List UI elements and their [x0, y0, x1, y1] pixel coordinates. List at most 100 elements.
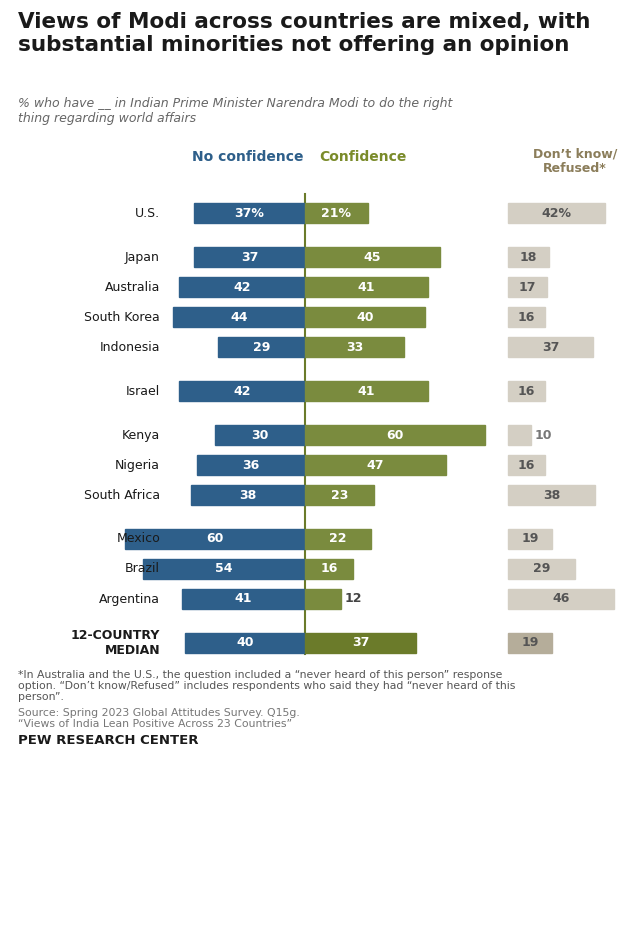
Bar	[305, 337, 404, 357]
Text: % who have __ in Indian Prime Minister Narendra Modi to do the right
thing regar: % who have __ in Indian Prime Minister N…	[18, 97, 452, 125]
Bar	[508, 529, 552, 549]
Text: PEW RESEARCH CENTER: PEW RESEARCH CENTER	[18, 734, 198, 747]
Bar	[305, 455, 446, 475]
Text: option. “Don’t know/Refused” includes respondents who said they had “never heard: option. “Don’t know/Refused” includes re…	[18, 681, 515, 691]
Bar	[508, 307, 545, 327]
Text: 10: 10	[535, 428, 552, 441]
Bar	[305, 529, 371, 549]
Bar	[305, 203, 368, 223]
Text: Mexico: Mexico	[116, 533, 160, 546]
Text: Nigeria: Nigeria	[115, 458, 160, 471]
Bar	[215, 425, 305, 445]
Text: 40: 40	[356, 311, 374, 324]
Text: 30: 30	[252, 428, 269, 441]
Bar	[194, 203, 305, 223]
Bar	[305, 425, 485, 445]
Text: person”.: person”.	[18, 692, 64, 702]
Bar	[508, 633, 552, 653]
Bar	[508, 247, 549, 267]
Text: South Africa: South Africa	[84, 488, 160, 502]
Text: No confidence: No confidence	[192, 150, 304, 164]
Bar	[185, 633, 305, 653]
Bar	[508, 485, 595, 505]
Bar	[305, 381, 428, 401]
Bar	[194, 247, 305, 267]
Text: Source: Spring 2023 Global Attitudes Survey. Q15g.: Source: Spring 2023 Global Attitudes Sur…	[18, 708, 300, 718]
Text: 29: 29	[253, 341, 270, 354]
Text: 40: 40	[236, 636, 253, 649]
Text: Brazil: Brazil	[125, 563, 160, 576]
Text: 37%: 37%	[235, 206, 264, 219]
Bar	[305, 247, 440, 267]
Bar	[125, 529, 305, 549]
Bar	[191, 485, 305, 505]
Text: 37: 37	[241, 250, 258, 263]
Text: U.S.: U.S.	[135, 206, 160, 219]
Text: Confidence: Confidence	[319, 150, 406, 164]
Text: “Views of India Lean Positive Across 23 Countries”: “Views of India Lean Positive Across 23 …	[18, 719, 292, 729]
Text: Indonesia: Indonesia	[99, 341, 160, 354]
Text: 38: 38	[239, 488, 257, 502]
Text: *In Australia and the U.S., the question included a “never heard of this person”: *In Australia and the U.S., the question…	[18, 670, 502, 680]
Bar	[508, 589, 614, 609]
Text: 42: 42	[233, 385, 251, 397]
Bar	[197, 455, 305, 475]
Text: 21%: 21%	[321, 206, 351, 219]
Text: 46: 46	[552, 593, 570, 605]
Bar	[305, 485, 374, 505]
Bar	[305, 559, 353, 579]
Bar	[508, 559, 575, 579]
Text: 37: 37	[352, 636, 369, 649]
Bar	[305, 633, 416, 653]
Bar	[508, 337, 593, 357]
Bar	[179, 277, 305, 297]
Text: 16: 16	[320, 563, 338, 576]
Text: Kenya: Kenya	[122, 428, 160, 441]
Bar	[305, 277, 428, 297]
Text: 18: 18	[520, 250, 538, 263]
Text: 42: 42	[233, 280, 251, 294]
Text: 16: 16	[518, 458, 535, 471]
Text: Australia: Australia	[104, 280, 160, 294]
Text: 54: 54	[215, 563, 233, 576]
Text: 45: 45	[364, 250, 381, 263]
Bar	[143, 559, 305, 579]
Text: 33: 33	[346, 341, 363, 354]
Text: 37: 37	[542, 341, 559, 354]
Bar	[218, 337, 305, 357]
Text: South Korea: South Korea	[84, 311, 160, 324]
Text: 16: 16	[518, 385, 535, 397]
Bar	[508, 277, 547, 297]
Text: 44: 44	[230, 311, 248, 324]
Text: 29: 29	[532, 563, 550, 576]
Text: 60: 60	[387, 428, 404, 441]
Text: 12: 12	[345, 593, 362, 605]
Text: 41: 41	[358, 280, 375, 294]
Text: 38: 38	[543, 488, 561, 502]
Text: Argentina: Argentina	[99, 593, 160, 605]
Bar	[508, 381, 545, 401]
Bar	[508, 455, 545, 475]
Text: Japan: Japan	[125, 250, 160, 263]
Text: 22: 22	[329, 533, 347, 546]
Text: 36: 36	[243, 458, 260, 471]
Bar	[508, 425, 531, 445]
Text: 12-COUNTRY
MEDIAN: 12-COUNTRY MEDIAN	[70, 629, 160, 657]
Text: 47: 47	[367, 458, 384, 471]
Bar	[179, 381, 305, 401]
Bar	[182, 589, 305, 609]
Text: 16: 16	[518, 311, 535, 324]
Text: 42%: 42%	[541, 206, 572, 219]
Text: Don’t know/
Refused*: Don’t know/ Refused*	[533, 147, 617, 175]
Bar	[173, 307, 305, 327]
Text: 19: 19	[521, 636, 538, 649]
Text: Views of Modi across countries are mixed, with
substantial minorities not offeri: Views of Modi across countries are mixed…	[18, 12, 590, 56]
Text: 41: 41	[235, 593, 252, 605]
Text: Israel: Israel	[125, 385, 160, 397]
Text: 17: 17	[519, 280, 536, 294]
Text: 60: 60	[206, 533, 224, 546]
Text: 19: 19	[521, 533, 538, 546]
Text: 23: 23	[331, 488, 348, 502]
Bar	[305, 307, 425, 327]
Bar	[508, 203, 605, 223]
